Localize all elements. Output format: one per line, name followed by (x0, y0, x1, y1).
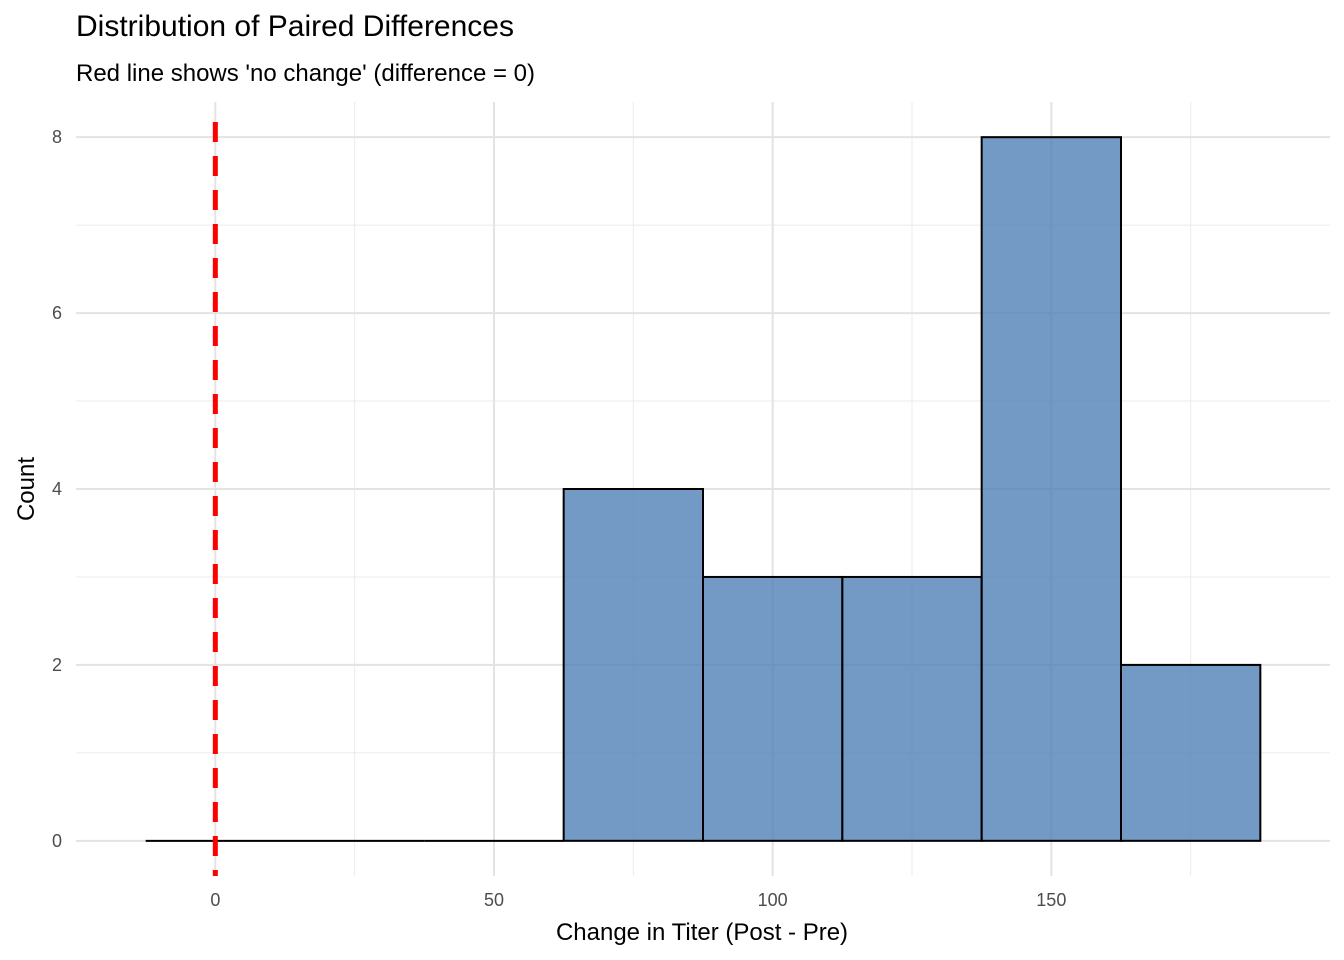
x-tick-label: 150 (1036, 890, 1066, 910)
x-axis-title: Change in Titer (Post - Pre) (556, 919, 848, 946)
y-tick-label: 8 (52, 127, 62, 147)
chart-subtitle: Red line shows 'no change' (difference =… (76, 60, 535, 87)
y-tick-label: 0 (52, 831, 62, 851)
histogram-bar (841, 575, 983, 842)
x-tick-label: 0 (210, 890, 220, 910)
histogram-bar (980, 136, 1123, 842)
histogram-bar (1120, 663, 1262, 842)
y-tick-label: 2 (52, 655, 62, 675)
x-tick-label: 50 (484, 890, 504, 910)
y-axis-title: Count (13, 457, 40, 521)
histogram-bar (702, 575, 844, 842)
histogram-bar (562, 488, 705, 842)
x-tick-label: 100 (758, 890, 788, 910)
y-tick-label: 4 (52, 479, 62, 499)
chart-title: Distribution of Paired Differences (76, 10, 514, 43)
y-tick-label: 6 (52, 303, 62, 323)
